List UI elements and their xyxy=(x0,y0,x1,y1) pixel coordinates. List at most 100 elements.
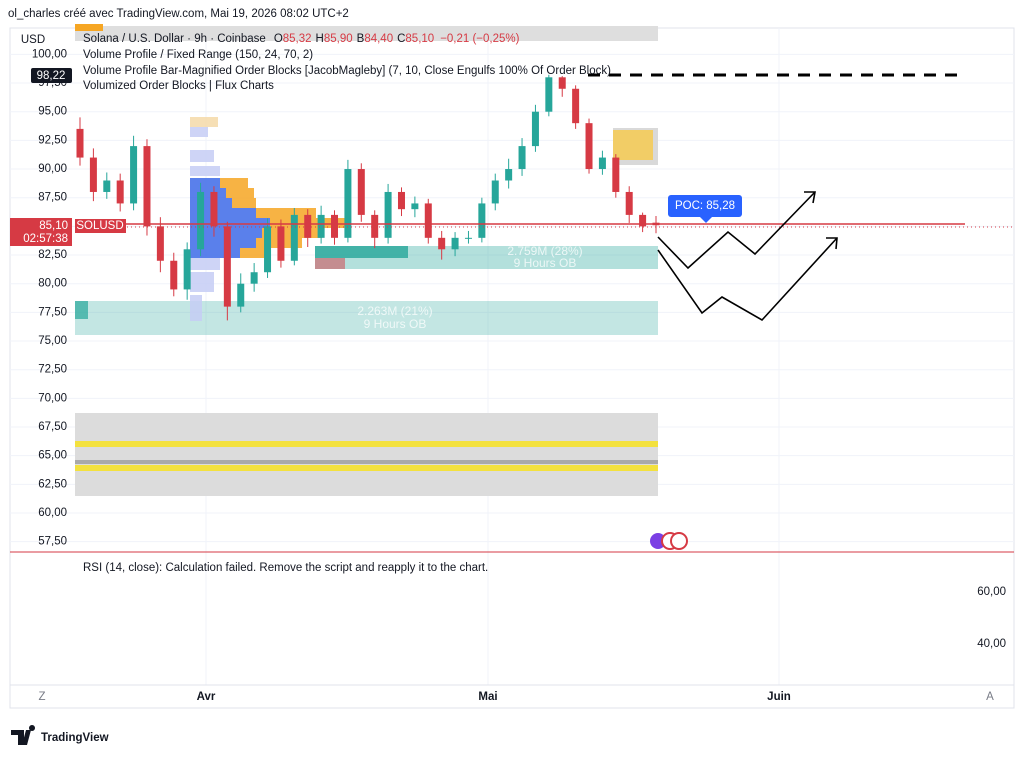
time-label: Juin xyxy=(767,691,791,703)
candle-body xyxy=(451,237,459,250)
candle-body xyxy=(197,191,205,250)
chart-frame xyxy=(9,27,1015,709)
candle-body xyxy=(116,180,124,204)
axis-corner[interactable]: A xyxy=(986,691,994,703)
high-marker: 98,22 xyxy=(37,70,66,82)
poc-label: POC: 85,28 xyxy=(675,200,735,212)
legend-symbol-line: Solana / U.S. Dollar · 9h · Coinbase O85,… xyxy=(83,33,520,45)
vp-bar xyxy=(190,238,256,248)
currency[interactable]: USD xyxy=(21,34,45,46)
candle-body xyxy=(290,214,298,261)
volume-profile-bar xyxy=(613,130,653,160)
candle-body xyxy=(478,203,486,238)
candle-body xyxy=(156,226,164,261)
order-block xyxy=(75,301,658,335)
candle-body xyxy=(317,214,325,238)
y-tick-label: 100,00 xyxy=(32,48,67,60)
candle-body xyxy=(545,77,553,112)
order-block-core xyxy=(315,258,345,269)
axis-corner[interactable]: Z xyxy=(38,691,45,703)
candle-body xyxy=(625,191,633,215)
projection-arrow xyxy=(657,191,816,270)
candle-body xyxy=(371,214,379,238)
ohlc-value: 85,90 xyxy=(324,33,353,45)
y-tick-label: 80,00 xyxy=(38,278,67,290)
ob-volume: 2.263M (21%) xyxy=(357,304,432,318)
candle-body xyxy=(250,272,258,284)
time-label: Mai xyxy=(478,691,497,703)
order-block-core xyxy=(75,301,88,319)
vp-bar xyxy=(190,208,256,218)
rsi-tick: 40,00 xyxy=(977,638,1006,650)
change: −0,21 (−0,25%) xyxy=(440,33,519,45)
y-tick-label: 82,50 xyxy=(38,249,67,261)
candle-body xyxy=(598,157,606,170)
candle-body xyxy=(264,226,272,273)
candle-body xyxy=(531,111,539,147)
vp-bar xyxy=(190,272,214,292)
candle-body xyxy=(304,214,312,238)
arrow-head xyxy=(826,237,838,250)
vp-bar xyxy=(226,188,254,198)
time-label: Avr xyxy=(197,691,216,703)
vp-bar xyxy=(190,248,240,258)
y-tick-label: 62,50 xyxy=(38,478,67,490)
candle-body xyxy=(572,88,580,124)
countdown: 02:57:38 xyxy=(23,233,68,245)
currency-button[interactable] xyxy=(14,31,52,49)
symbol-label: SOLUSD xyxy=(76,220,123,232)
y-tick-label: 65,00 xyxy=(38,450,67,462)
candle-body xyxy=(89,157,97,192)
y-tick-label: 77,50 xyxy=(38,306,67,318)
ohlc-value: 84,40 xyxy=(364,33,393,45)
ob-volume: 2.759M (28%) xyxy=(507,244,582,258)
indicator: Volume Profile Bar-Magnified Order Block… xyxy=(83,65,611,77)
candle-body xyxy=(210,191,218,227)
ohlc-label: H xyxy=(316,33,324,45)
header-credit: ol_charles créé avec TradingView.com, Ma… xyxy=(8,8,349,20)
vp-bar xyxy=(220,178,248,188)
candle-body xyxy=(438,237,446,250)
zone-gray xyxy=(75,413,658,496)
vp-bar xyxy=(190,218,270,228)
event-icon[interactable] xyxy=(670,532,688,550)
last-price-box xyxy=(10,218,72,246)
candle-body xyxy=(384,191,392,238)
candle-body xyxy=(103,180,111,192)
vp-bar xyxy=(240,248,270,258)
legend-symbol: Solana / U.S. Dollar · 9h · Coinbase xyxy=(83,33,266,45)
candle-body xyxy=(331,214,339,238)
zone-line xyxy=(75,465,658,471)
candle-body xyxy=(639,214,647,227)
candle-body xyxy=(183,249,191,290)
vp-bar xyxy=(190,295,202,321)
poc-label-pointer xyxy=(700,217,712,223)
candle-body xyxy=(518,146,526,170)
indicator: Volume Profile / Fixed Range (150, 24, 7… xyxy=(83,49,313,61)
zone-line xyxy=(75,460,658,464)
candle-body xyxy=(357,169,365,215)
vp-bar xyxy=(190,117,218,127)
vp-bar xyxy=(190,150,214,162)
candle-body xyxy=(223,226,231,307)
candle-body xyxy=(411,203,419,210)
candle-body xyxy=(505,169,513,181)
vp-bar xyxy=(190,178,220,188)
y-tick-label: 90,00 xyxy=(38,163,67,175)
y-tick-label: 70,00 xyxy=(38,392,67,404)
indicator: Volumized Order Blocks | Flux Charts xyxy=(83,80,274,92)
candles xyxy=(76,74,660,321)
candle-body xyxy=(491,180,499,204)
y-tick-label: 75,00 xyxy=(38,335,67,347)
y-tick-label: 67,50 xyxy=(38,421,67,433)
vp-bar xyxy=(232,198,256,208)
brand: TradingView xyxy=(41,732,109,744)
y-tick-label: 95,00 xyxy=(38,106,67,118)
rsi-tick: 60,00 xyxy=(977,586,1006,598)
legend-band xyxy=(75,26,658,41)
y-tick-label: 60,00 xyxy=(38,507,67,519)
ob-label: 9 Hours OB xyxy=(514,256,577,270)
ob-label: 9 Hours OB xyxy=(364,317,427,331)
vp-bar xyxy=(190,127,208,137)
candle-body xyxy=(558,77,566,89)
